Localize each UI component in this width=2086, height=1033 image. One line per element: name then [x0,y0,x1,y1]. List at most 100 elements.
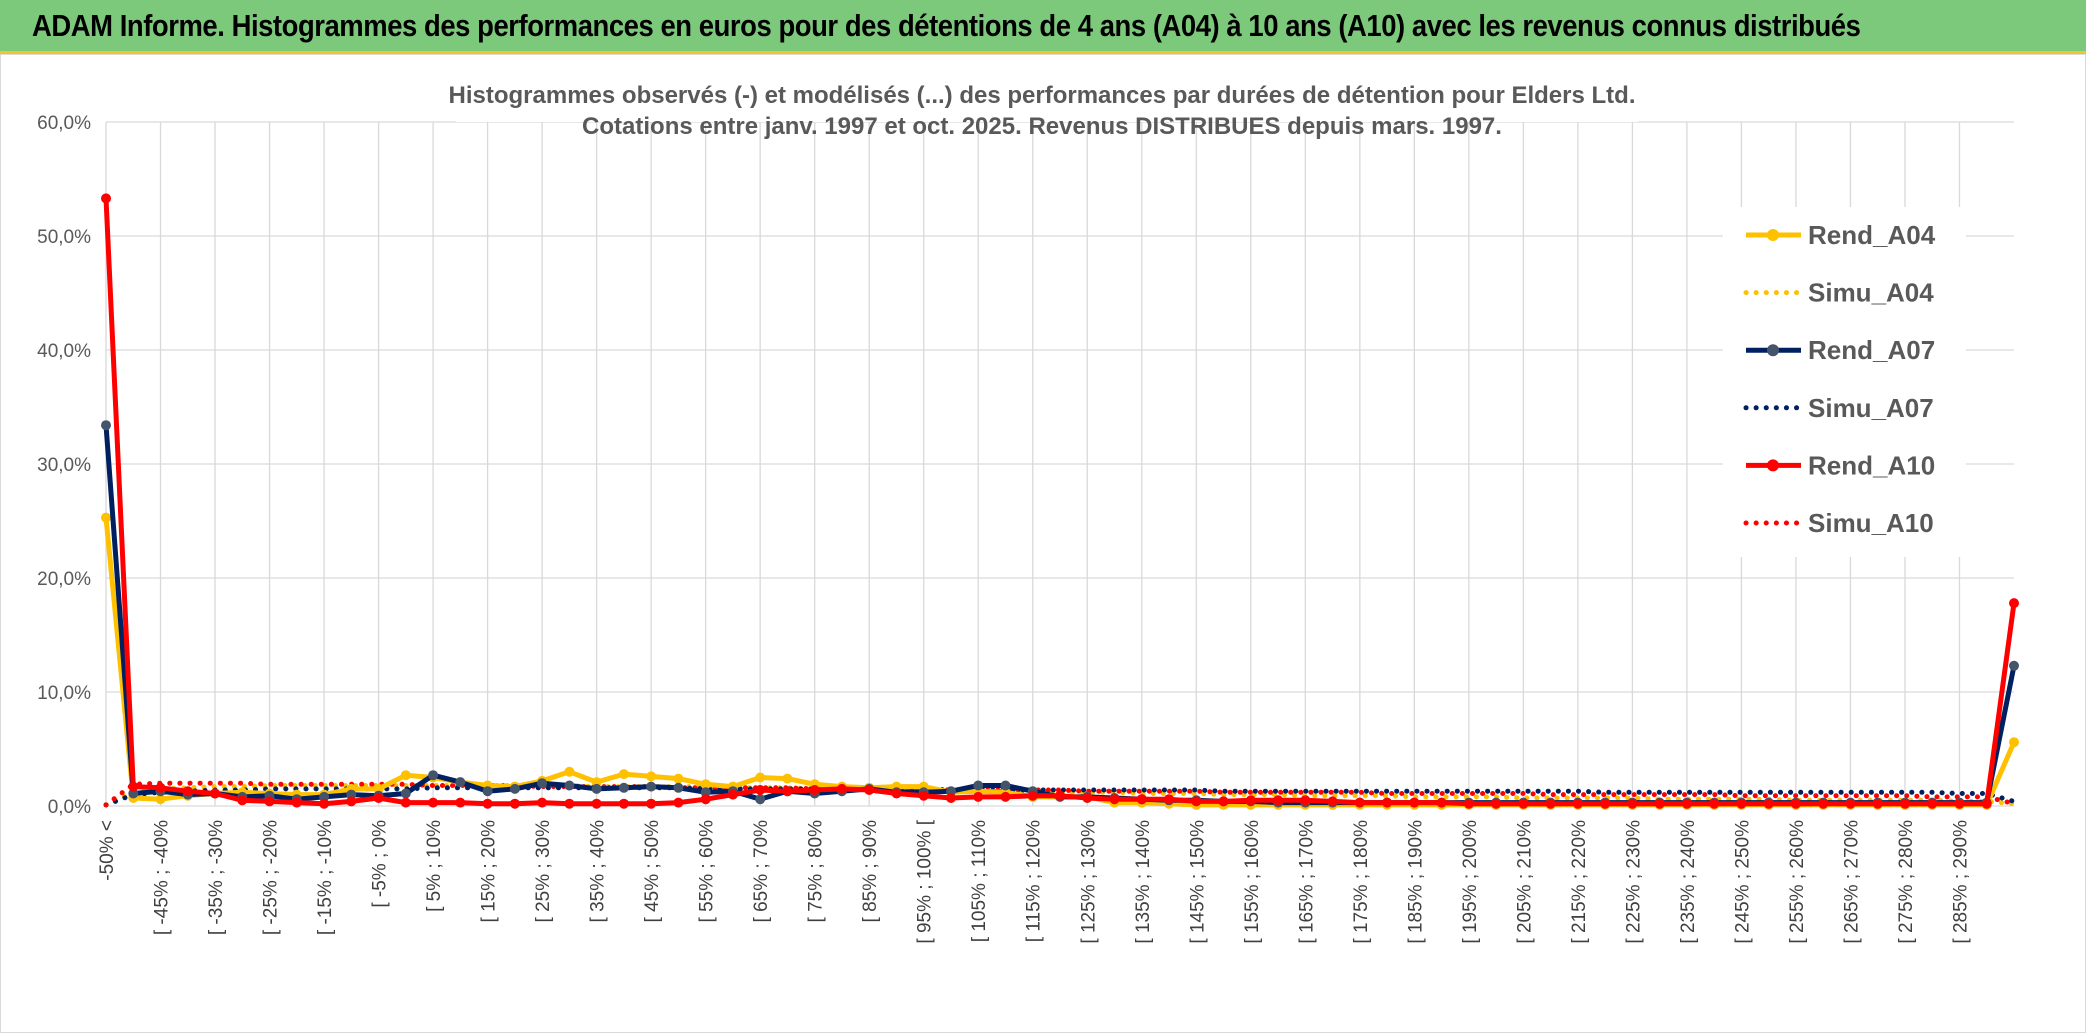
legend-label: Rend_A10 [1808,450,1935,480]
data-point [809,785,820,795]
data-point [182,786,193,797]
data-point [101,193,111,204]
x-tick-label: [ -45% ; -40% [152,820,173,935]
legend-label: Simu_A04 [1808,278,1934,308]
data-point [1600,798,1611,809]
data-point [1000,791,1011,802]
header-banner: ADAM Informe. Histogrammes des performan… [0,0,2086,54]
x-tick-label: [ 45% ; 50% [642,820,663,923]
x-tick-label: [ 15% ; 20% [479,820,500,923]
data-point [864,785,875,795]
x-tick-label: [ 155% ; 160% [1242,820,1263,944]
data-point [1491,798,1502,809]
data-point [782,773,793,784]
legend-label: Simu_A10 [1808,508,1934,538]
x-tick-label: [ 55% ; 60% [697,820,718,923]
series-rend_a04 [101,512,2019,810]
data-point [319,798,330,809]
data-point [1790,798,1801,809]
x-tick-label: [ 95% ; 100% [ [915,819,936,943]
data-point [564,798,575,809]
grid [105,121,2014,807]
chart-title-line: Histogrammes observés (-) et modélisés (… [449,82,1636,109]
data-point [1954,798,1965,809]
title-background [456,60,1638,122]
data-point [973,780,984,791]
data-point [591,783,602,794]
data-point [428,797,439,808]
legend-marker [1767,229,1779,241]
legend-background [1723,207,1966,557]
data-point [482,798,493,809]
data-point [673,797,684,808]
chart-area: 0,0% 10,0% 20,0% 30,0% 40,0% 50,0% 60,0% -50% … [0,54,2086,1033]
data-point [237,795,248,806]
legend-label: Simu_A07 [1808,393,1934,423]
legend: Rend_A04 Simu_A04 Rend_A07 Simu_A07 Rend_A10… [1723,207,1966,557]
line-chart: 0,0% 10,0% 20,0% 30,0% 40,0% 50,0% 60,0% -50% … [37,60,2019,944]
data-point [836,783,847,794]
data-point [1681,798,1692,809]
data-point [1900,798,1910,809]
data-point [1164,794,1174,805]
x-tick-label: [ -35% ; -30% [206,820,227,935]
data-point [2009,737,2019,748]
data-point [1872,798,1883,809]
data-point [1245,795,1256,806]
legend-item-simu_a10: Simu_A10 [1743,508,1934,538]
data-point [618,782,629,793]
data-point [1518,798,1529,809]
legend-item-rend_a10: Rend_A10 [1746,450,1935,480]
data-point [946,793,956,803]
data-point [755,794,766,805]
data-point [1736,798,1747,809]
x-tick-label: [ 145% ; 150% [1187,820,1208,944]
data-point [618,798,629,809]
x-axis-ticks: -50% < [ -45% ; -40% [ -35% ; -30% [ -25% ;… [97,819,1971,943]
data-point [1027,790,1038,801]
data-point [509,783,520,794]
data-point [1300,795,1311,806]
data-point [509,798,520,809]
x-tick-label: [ 85% ; 90% [860,820,881,923]
data-point [1654,798,1665,809]
legend-label: Rend_A04 [1808,220,1936,250]
data-point [155,794,166,805]
y-axis-ticks: 0,0% 10,0% 20,0% 30,0% 40,0% 50,0% 60,0% [37,113,91,818]
data-point [1845,798,1856,809]
x-tick-label: [ 135% ; 140% [1133,820,1154,944]
x-tick-label: [ 245% ; 250% [1732,820,1753,944]
x-tick-label: [ 5% ; 10% [424,820,445,912]
data-point [1382,797,1393,808]
data-point [1709,798,1720,809]
data-point [755,772,766,783]
data-point [1218,796,1229,807]
series-simu_a10 [103,780,2017,808]
data-point [673,782,684,793]
data-point [727,789,738,800]
data-point [1409,797,1420,808]
x-tick-label: [ -25% ; -20% [261,820,282,935]
data-point [646,798,657,809]
x-tick-label: [ 255% ; 260% [1787,820,1808,944]
x-tick-label: [ 235% ; 240% [1678,820,1699,944]
y-tick-label: 30,0% [37,455,91,476]
x-tick-label: [ 265% ; 270% [1841,820,1862,944]
data-point [1763,798,1774,809]
data-point [428,770,439,781]
data-point [1136,794,1147,805]
data-point [482,786,493,797]
x-tick-label: [ 35% ; 40% [588,820,609,923]
data-point [591,798,602,809]
data-point [755,785,766,795]
data-point [400,770,411,781]
legend-marker [1767,459,1779,472]
data-point [455,777,466,788]
data-point [537,778,548,789]
data-point [700,779,711,790]
data-point [618,769,629,780]
data-point [1191,796,1202,807]
data-point [564,766,575,777]
y-tick-label: 50,0% [37,227,91,248]
series-layer [101,193,2019,810]
